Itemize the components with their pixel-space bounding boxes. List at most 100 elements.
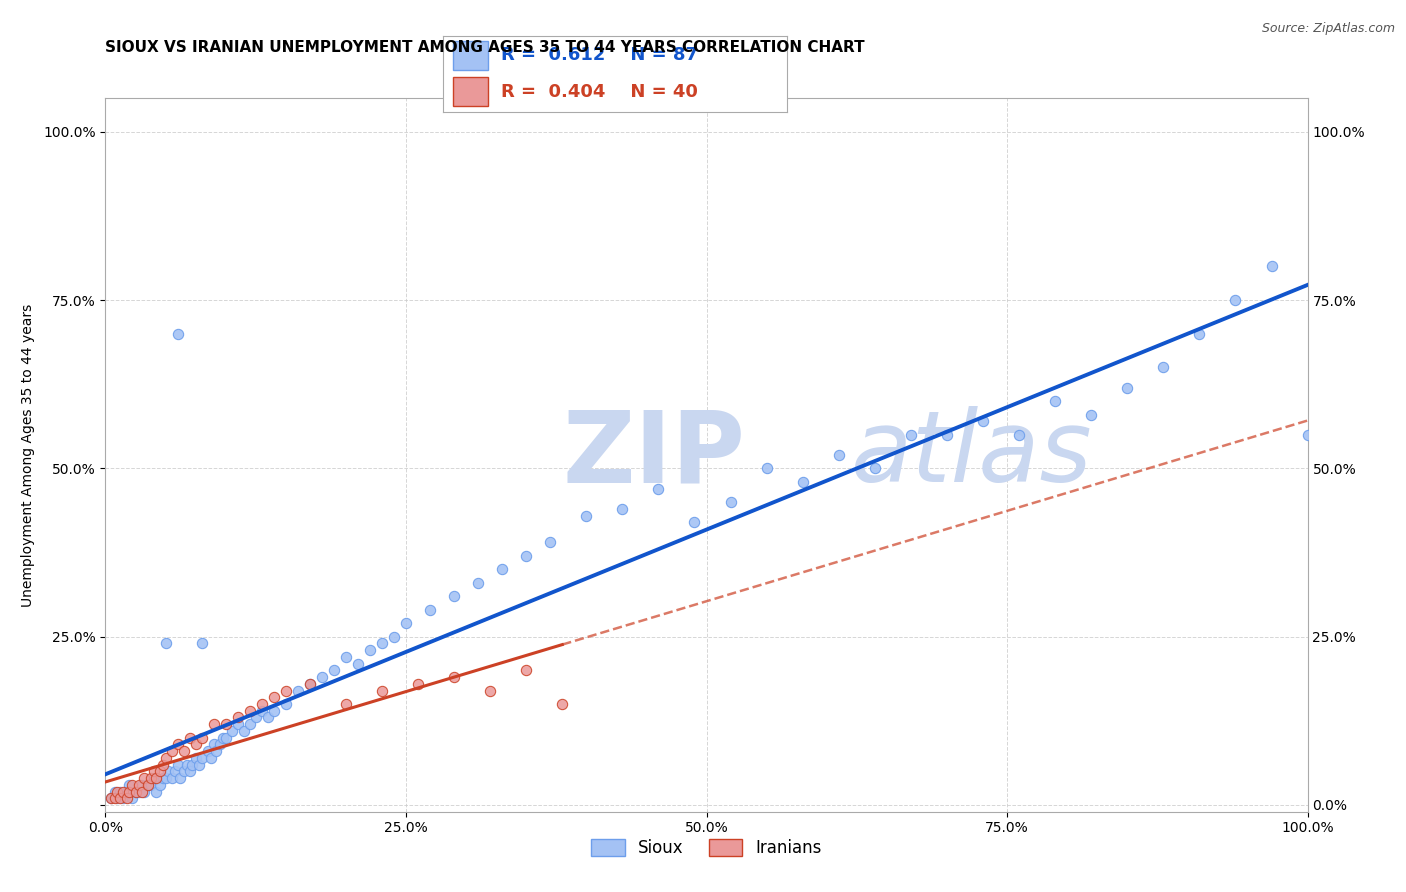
Point bbox=[108, 784, 131, 798]
Point bbox=[115, 784, 138, 798]
Legend: Sioux, Iranians: Sioux, Iranians bbox=[585, 832, 828, 864]
Point bbox=[214, 717, 236, 731]
Point bbox=[108, 791, 131, 805]
Point bbox=[419, 603, 441, 617]
Point bbox=[139, 771, 162, 785]
Text: SIOUX VS IRANIAN UNEMPLOYMENT AMONG AGES 35 TO 44 YEARS CORRELATION CHART: SIOUX VS IRANIAN UNEMPLOYMENT AMONG AGES… bbox=[105, 40, 865, 55]
Point bbox=[160, 744, 183, 758]
Point bbox=[335, 649, 357, 664]
Point bbox=[515, 549, 537, 563]
Point bbox=[156, 764, 179, 779]
Point bbox=[184, 751, 207, 765]
Point bbox=[936, 427, 959, 442]
Point bbox=[551, 697, 574, 711]
Point bbox=[347, 657, 370, 671]
Point bbox=[131, 784, 153, 798]
Point bbox=[287, 683, 309, 698]
Point bbox=[155, 751, 177, 765]
Point bbox=[1043, 394, 1066, 409]
Point bbox=[1008, 427, 1031, 442]
Point bbox=[124, 784, 146, 798]
Point bbox=[100, 791, 122, 805]
Point bbox=[720, 495, 742, 509]
Point bbox=[359, 643, 381, 657]
Point bbox=[188, 757, 211, 772]
Point bbox=[515, 664, 537, 678]
Point bbox=[239, 704, 262, 718]
Text: Source: ZipAtlas.com: Source: ZipAtlas.com bbox=[1261, 22, 1395, 36]
Point bbox=[166, 326, 188, 341]
Point bbox=[155, 771, 177, 785]
Text: atlas: atlas bbox=[851, 407, 1092, 503]
FancyBboxPatch shape bbox=[453, 41, 488, 70]
Point bbox=[184, 738, 207, 752]
Point bbox=[152, 771, 174, 785]
Point bbox=[395, 616, 418, 631]
Point bbox=[683, 515, 706, 529]
Point bbox=[107, 791, 129, 805]
Text: R =  0.404    N = 40: R = 0.404 N = 40 bbox=[502, 83, 699, 101]
Point bbox=[131, 778, 153, 792]
Point bbox=[538, 535, 561, 549]
Point bbox=[166, 757, 188, 772]
Point bbox=[148, 764, 170, 779]
Point bbox=[179, 764, 201, 779]
Point bbox=[212, 731, 235, 745]
Point bbox=[190, 731, 212, 745]
Point bbox=[136, 778, 159, 792]
Point bbox=[214, 731, 236, 745]
Point bbox=[107, 784, 129, 798]
Point bbox=[139, 778, 162, 792]
Point bbox=[1116, 381, 1139, 395]
Point bbox=[118, 784, 141, 798]
Point bbox=[202, 717, 225, 731]
Point bbox=[792, 475, 814, 489]
Point bbox=[152, 757, 174, 772]
Point bbox=[256, 710, 278, 724]
Point bbox=[128, 784, 150, 798]
Point bbox=[104, 784, 127, 798]
Point bbox=[142, 764, 165, 779]
Point bbox=[828, 448, 851, 462]
Point bbox=[335, 697, 357, 711]
Point bbox=[165, 764, 187, 779]
Text: R =  0.612    N = 87: R = 0.612 N = 87 bbox=[502, 46, 699, 64]
Point bbox=[226, 710, 249, 724]
Point bbox=[173, 744, 195, 758]
Point bbox=[274, 697, 297, 711]
Point bbox=[612, 501, 634, 516]
Point bbox=[1080, 408, 1102, 422]
Point bbox=[250, 704, 273, 718]
Point bbox=[160, 771, 183, 785]
Point bbox=[232, 723, 254, 738]
Point bbox=[145, 771, 167, 785]
Point bbox=[406, 677, 429, 691]
Point bbox=[100, 791, 122, 805]
Point bbox=[1260, 260, 1282, 274]
Point bbox=[208, 738, 231, 752]
Point bbox=[155, 636, 177, 650]
Point bbox=[200, 751, 222, 765]
Point bbox=[132, 771, 155, 785]
Point bbox=[755, 461, 778, 475]
Point bbox=[190, 751, 212, 765]
Point bbox=[148, 778, 170, 792]
Point bbox=[263, 690, 285, 705]
Point bbox=[190, 636, 212, 650]
Point bbox=[245, 710, 267, 724]
Point bbox=[263, 704, 285, 718]
Point bbox=[112, 791, 135, 805]
Point bbox=[145, 784, 167, 798]
Point bbox=[479, 683, 502, 698]
Point bbox=[972, 414, 994, 428]
Point bbox=[311, 670, 333, 684]
Point bbox=[121, 791, 143, 805]
Text: ZIP: ZIP bbox=[562, 407, 745, 503]
Point bbox=[371, 683, 394, 698]
Point bbox=[322, 664, 344, 678]
Point bbox=[575, 508, 598, 523]
Point bbox=[128, 778, 150, 792]
Point bbox=[467, 575, 489, 590]
Point bbox=[112, 784, 135, 798]
Point bbox=[298, 677, 321, 691]
